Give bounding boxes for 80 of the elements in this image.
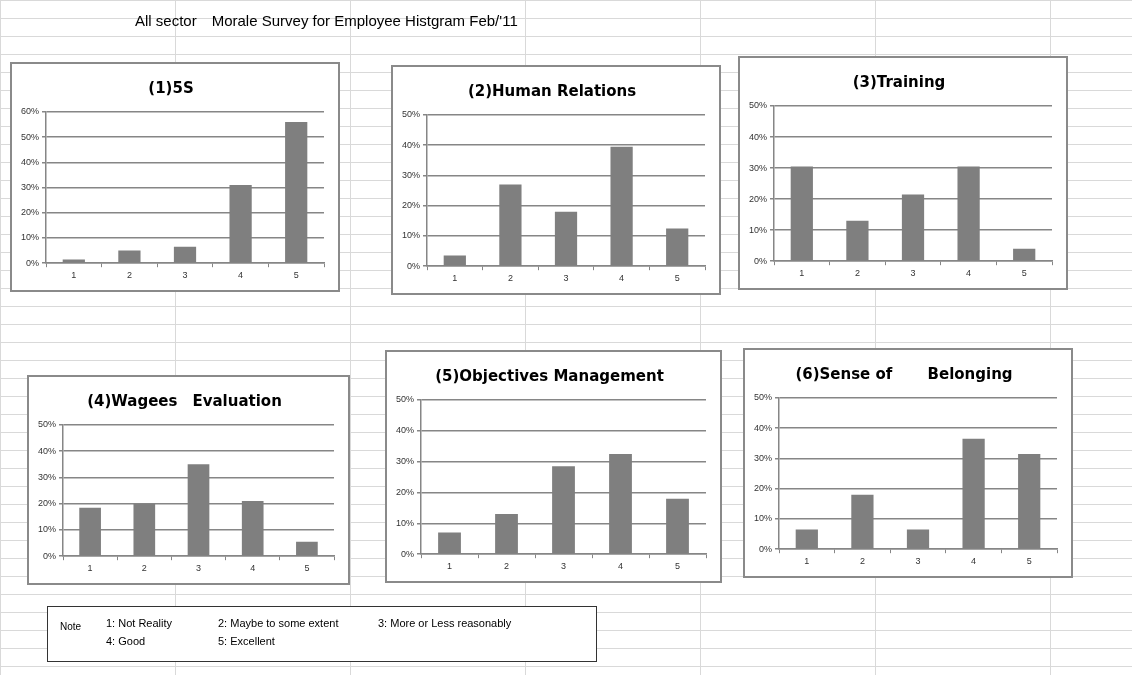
text: Note bbox=[60, 621, 82, 632]
x-tick-label: 3 bbox=[182, 270, 188, 281]
y-tick-label: 30% bbox=[396, 456, 415, 467]
y-tick-label: 50% bbox=[754, 392, 773, 403]
text: 2: Maybe to some extent bbox=[218, 617, 339, 629]
text: All sector Morale Survey for Employee Histgram Feb/'11 bbox=[135, 12, 518, 31]
y-tick-label: 40% bbox=[396, 425, 415, 436]
x-tick-label: 2 bbox=[126, 270, 132, 281]
y-tick-label: 20% bbox=[754, 483, 773, 494]
x-tick-label: 1 bbox=[452, 273, 458, 284]
chart-title: (6)Sense of Belonging bbox=[795, 364, 1013, 383]
y-tick-label: 10% bbox=[396, 517, 415, 528]
y-tick-label: 30% bbox=[754, 452, 773, 463]
y-tick-label: 40% bbox=[21, 156, 40, 167]
y-tick-label: 40% bbox=[749, 131, 768, 142]
x-tick-label: 1 bbox=[447, 561, 453, 572]
x-tick-label: 5 bbox=[293, 270, 299, 281]
x-tick-label: 3 bbox=[910, 268, 916, 279]
x-tick-label: 5 bbox=[1026, 556, 1032, 567]
chart-title: (1)5S bbox=[148, 78, 194, 97]
y-tick-label: 60% bbox=[21, 106, 40, 117]
x-tick-label: 1 bbox=[71, 270, 77, 281]
y-tick-label: 20% bbox=[21, 207, 40, 218]
y-tick-label: 0% bbox=[407, 260, 421, 271]
y-tick-label: 30% bbox=[402, 169, 421, 180]
x-tick-label: 4 bbox=[238, 270, 244, 281]
x-tick-label: 1 bbox=[87, 563, 93, 574]
y-tick-label: 10% bbox=[749, 224, 768, 235]
x-tick-label: 1 bbox=[804, 556, 810, 567]
y-tick-label: 20% bbox=[38, 498, 57, 509]
x-tick-label: 2 bbox=[854, 268, 860, 279]
y-tick-label: 10% bbox=[38, 524, 57, 535]
x-tick-label: 4 bbox=[618, 561, 624, 572]
x-tick-label: 3 bbox=[196, 563, 202, 574]
y-tick-label: 30% bbox=[21, 182, 40, 193]
y-tick-label: 0% bbox=[754, 255, 768, 266]
text: 1: Not Reality bbox=[106, 617, 173, 629]
y-tick-label: 10% bbox=[21, 232, 40, 243]
y-tick-label: 40% bbox=[402, 139, 421, 150]
x-tick-label: 2 bbox=[504, 561, 510, 572]
x-tick-label: 2 bbox=[859, 556, 865, 567]
x-tick-label: 1 bbox=[799, 268, 805, 279]
y-tick-label: 40% bbox=[38, 445, 57, 456]
x-tick-label: 3 bbox=[563, 273, 569, 284]
x-tick-label: 5 bbox=[674, 561, 681, 572]
y-tick-label: 10% bbox=[402, 230, 421, 241]
x-tick-label: 3 bbox=[915, 556, 921, 567]
y-tick-label: 30% bbox=[749, 162, 768, 173]
y-tick-label: 50% bbox=[402, 109, 421, 120]
text: 3: More or Less reasonably bbox=[378, 617, 512, 629]
chart-title: (2)Human Relations bbox=[467, 81, 637, 100]
y-tick-label: 20% bbox=[402, 200, 421, 211]
chart-title: (3)Training bbox=[852, 72, 946, 91]
y-tick-label: 40% bbox=[754, 422, 773, 433]
y-tick-label: 30% bbox=[38, 471, 57, 482]
y-tick-label: 0% bbox=[401, 548, 415, 559]
x-tick-label: 5 bbox=[304, 563, 310, 574]
chart-title: (5)Objectives Management bbox=[435, 366, 664, 385]
x-tick-label: 4 bbox=[966, 268, 972, 279]
x-tick-label: 2 bbox=[507, 273, 513, 284]
y-tick-label: 20% bbox=[749, 193, 768, 204]
x-tick-label: 3 bbox=[561, 561, 567, 572]
x-tick-label: 2 bbox=[141, 563, 147, 574]
y-tick-label: 0% bbox=[43, 550, 57, 561]
y-tick-label: 50% bbox=[38, 419, 57, 430]
y-tick-label: 10% bbox=[754, 513, 773, 524]
y-tick-label: 50% bbox=[21, 131, 40, 142]
y-tick-label: 50% bbox=[749, 100, 768, 111]
y-tick-label: 20% bbox=[396, 487, 415, 497]
x-tick-label: 4 bbox=[619, 273, 625, 284]
y-tick-label: 50% bbox=[396, 394, 415, 405]
x-tick-label: 4 bbox=[250, 563, 256, 574]
text: 5: Excellent bbox=[218, 635, 275, 647]
y-tick-label: 0% bbox=[759, 543, 773, 554]
text: 4: Good bbox=[106, 635, 146, 647]
x-tick-label: 4 bbox=[971, 556, 977, 567]
chart-title: (4)Wagees Evaluation bbox=[87, 391, 282, 410]
x-tick-label: 5 bbox=[674, 273, 680, 284]
x-tick-label: 5 bbox=[1021, 268, 1027, 279]
y-tick-label: 0% bbox=[26, 257, 40, 268]
